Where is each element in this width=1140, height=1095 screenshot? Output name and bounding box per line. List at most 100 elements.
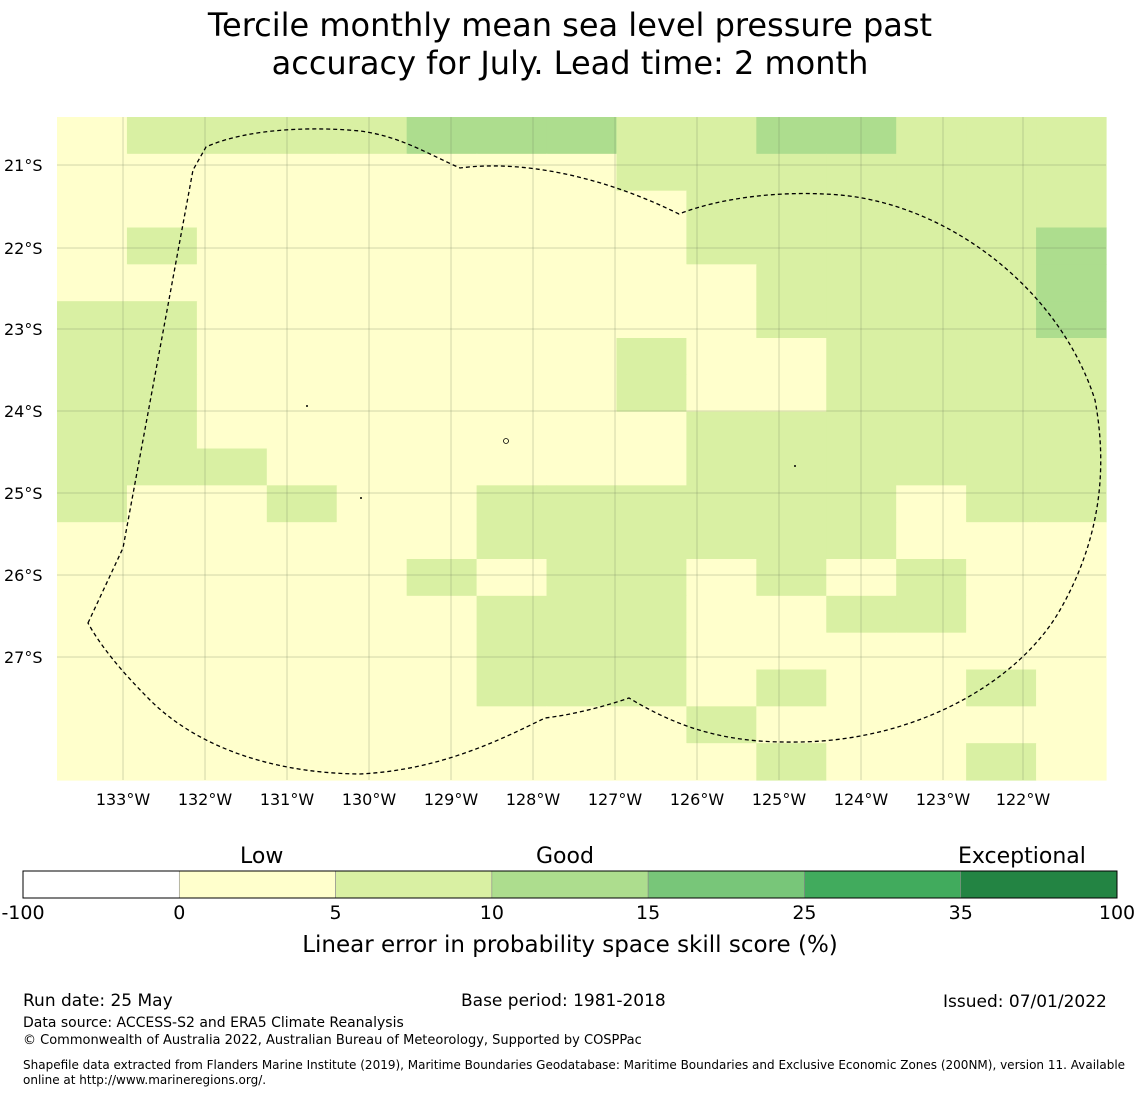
copyright: © Commonwealth of Australia 2022, Austra…	[23, 1033, 642, 1048]
grid-cell	[616, 117, 687, 155]
grid-cell	[476, 374, 548, 413]
colorbar-segment	[178, 870, 336, 899]
grid-cell	[126, 190, 198, 229]
colorbar-segment	[22, 870, 180, 899]
grid-cell	[756, 706, 827, 744]
grid-cell	[126, 301, 198, 339]
grid-cell	[126, 411, 198, 450]
grid-cell	[126, 374, 198, 413]
colorbar-tick-label: 35	[948, 902, 973, 924]
grid-cell	[896, 448, 967, 486]
grid-cell	[406, 117, 478, 155]
colorbar-tick-label: 100	[1098, 902, 1136, 924]
grid-cell	[896, 264, 967, 302]
grid-cell	[266, 227, 338, 265]
grid-cell	[196, 117, 268, 155]
grid-cell	[616, 559, 687, 597]
grid-cell	[1036, 411, 1107, 450]
grid-cell	[826, 522, 897, 560]
grid-cell	[126, 153, 198, 192]
grid-cell	[966, 227, 1037, 265]
shapefile-credit-line-1: Shapefile data extracted from Flanders M…	[23, 1058, 1126, 1072]
grid-cell	[336, 743, 408, 781]
grid-cell	[1036, 264, 1107, 302]
grid-cell	[896, 227, 967, 265]
grid-cell	[57, 227, 128, 265]
grid-cell	[756, 669, 827, 707]
grid-cell	[826, 743, 897, 781]
grid-cell	[57, 522, 128, 560]
grid-cell	[1036, 632, 1107, 671]
grid-cell	[686, 632, 757, 671]
grid-cell	[336, 264, 408, 302]
grid-cell	[57, 374, 128, 413]
grid-cell	[126, 669, 198, 707]
grid-cell	[126, 264, 198, 302]
grid-cell	[826, 264, 897, 302]
island-marker	[794, 465, 796, 467]
grid-cell	[546, 117, 618, 155]
grid-cell	[966, 595, 1037, 634]
grid-cell	[546, 706, 618, 744]
grid-cell	[966, 485, 1037, 523]
grid-cell	[756, 448, 827, 486]
grid-cell	[1036, 706, 1107, 744]
colorbar-tick-label: 25	[792, 902, 817, 924]
longitude-label: 133°W	[96, 790, 151, 809]
grid-cell	[196, 411, 268, 450]
colorbar-title: Linear error in probability space skill …	[302, 932, 838, 958]
colorbar-segment	[491, 870, 649, 899]
grid-cell	[826, 448, 897, 486]
colorbar-border	[22, 870, 1118, 899]
grid-cell	[1036, 117, 1107, 155]
grid-cell	[826, 669, 897, 707]
grid-cell	[966, 411, 1037, 450]
grid-cell	[266, 522, 338, 560]
grid-cell	[826, 117, 897, 155]
grid-cell	[476, 669, 548, 707]
grid-cell	[896, 411, 967, 450]
longitude-label: 127°W	[588, 790, 643, 809]
grid-cell	[266, 411, 338, 450]
latitude-label: 22°S	[4, 239, 43, 258]
colorbar-tick-label: 10	[479, 902, 504, 924]
grid-cell	[826, 227, 897, 265]
grid-cell	[756, 411, 827, 450]
grid-cell	[336, 374, 408, 413]
longitude-label: 128°W	[506, 790, 561, 809]
grid-cell	[1036, 338, 1107, 376]
grid-cell	[196, 632, 268, 671]
grid-cell	[57, 190, 128, 229]
grid-cell	[196, 153, 268, 192]
grid-cell	[756, 117, 827, 155]
grid-cell	[126, 559, 198, 597]
grid-cell	[196, 448, 268, 486]
island-marker	[306, 405, 308, 407]
grid-cell	[266, 301, 338, 339]
grid-cell	[756, 338, 827, 376]
grid-cell	[336, 153, 408, 192]
grid-cell	[126, 227, 198, 265]
grid-cell	[826, 595, 897, 634]
grid-cell	[966, 706, 1037, 744]
grid-cell	[546, 595, 618, 634]
colorbar-tick-label: 0	[173, 902, 186, 924]
longitude-label: 125°W	[752, 790, 807, 809]
grid-cell	[1036, 374, 1107, 413]
grid-cell	[57, 669, 128, 707]
grid-cell	[966, 743, 1037, 781]
latitude-label: 26°S	[4, 566, 43, 585]
grid-cell	[546, 669, 618, 707]
grid-cell	[546, 743, 618, 781]
grid-cell	[1036, 743, 1107, 781]
grid-cell	[1036, 153, 1107, 192]
title-line-2: accuracy for July. Lead time: 2 month	[271, 44, 869, 82]
grid-cell	[406, 301, 478, 339]
grid-cell	[196, 227, 268, 265]
grid-cell	[826, 190, 897, 229]
grid-cell	[1036, 448, 1107, 486]
grid-cell	[406, 743, 478, 781]
issued-date: Issued: 07/01/2022	[943, 992, 1107, 1012]
grid-cell	[546, 338, 618, 376]
grid-cell	[826, 559, 897, 597]
